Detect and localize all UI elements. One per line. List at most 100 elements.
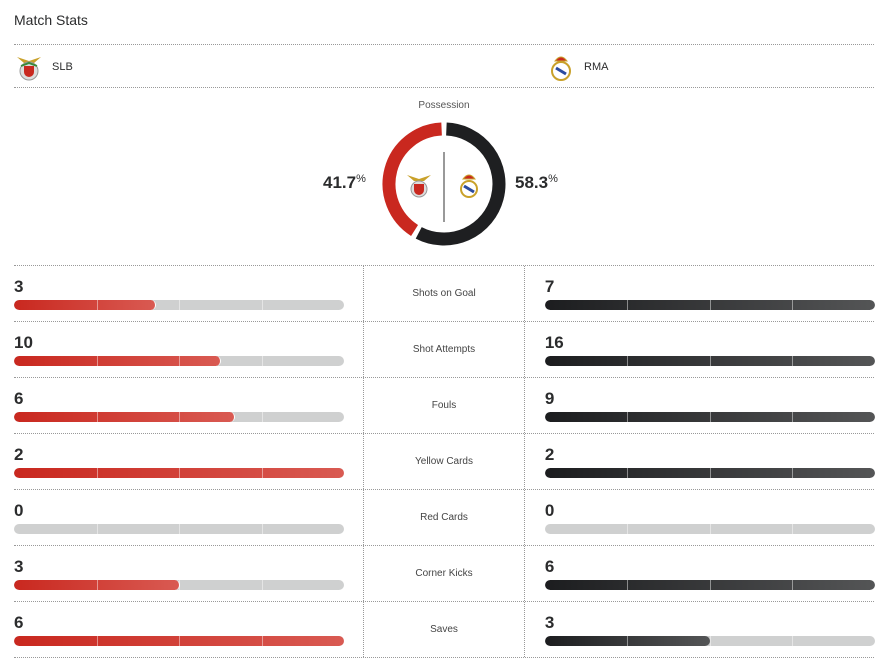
real-madrid-crest-icon [551, 56, 571, 81]
bar-tick [261, 636, 263, 646]
home-possession: 41.7% [323, 173, 366, 193]
stat-label: Shot Attempts [363, 322, 525, 377]
bar-tick [96, 580, 98, 590]
away-stat-bar [544, 412, 875, 422]
bar-tick [179, 300, 180, 310]
pct-unit: % [548, 173, 558, 185]
away-possession-value: 58.3 [515, 173, 549, 192]
stats-table: 3 Shots on Goal 7 10 Shot Attempts 16 6 … [14, 266, 875, 658]
home-stat-fill [14, 636, 344, 646]
home-stat-fill [14, 300, 157, 310]
home-stat: 10 [14, 322, 363, 377]
home-stat-value: 3 [14, 557, 24, 576]
bar-tick [96, 636, 98, 646]
away-stat-bar [544, 300, 875, 310]
home-stat-value: 0 [14, 501, 24, 520]
away-stat: 9 [525, 378, 875, 433]
stat-row: 3 Corner Kicks 6 [14, 546, 875, 602]
bar-tick [792, 412, 794, 422]
away-team-abbr: RMA [584, 61, 609, 73]
bar-tick [261, 468, 263, 478]
stat-row: 6 Fouls 9 [14, 378, 875, 434]
away-stat-bar [544, 636, 875, 646]
bar-tick [709, 412, 711, 422]
away-stat: 16 [525, 322, 875, 377]
home-possession-value: 41.7 [323, 173, 357, 192]
away-stat: 6 [525, 546, 875, 601]
possession-donut [382, 122, 506, 246]
bar-tick [179, 412, 180, 422]
home-stat-fill [14, 356, 222, 366]
away-stat-value: 6 [544, 557, 555, 576]
stat-row: 0 Red Cards 0 [14, 490, 875, 546]
bar-tick [96, 356, 98, 366]
home-stat-bar [14, 580, 344, 590]
real-madrid-crest-icon [460, 174, 478, 198]
home-stat: 6 [14, 602, 363, 657]
stat-label: Shots on Goal [363, 266, 525, 321]
bar-tick [709, 580, 711, 590]
away-stat-value: 7 [544, 277, 555, 296]
away-stat-bar [544, 580, 875, 590]
bar-tick [709, 636, 711, 646]
away-team[interactable]: RMA [548, 52, 608, 82]
home-stat-bar [14, 412, 344, 422]
home-stat-bar [14, 356, 344, 366]
bar-tick [792, 468, 794, 478]
away-possession: 58.3% [515, 173, 558, 193]
bar-tick [96, 412, 98, 422]
home-stat-value: 10 [14, 333, 33, 352]
home-stat: 3 [14, 546, 363, 601]
away-stat-fill [544, 356, 875, 366]
away-stat-bar [544, 524, 875, 534]
home-stat: 6 [14, 378, 363, 433]
stat-label: Saves [363, 602, 525, 657]
stat-label: Red Cards [363, 490, 525, 545]
bar-tick [261, 300, 263, 310]
stat-row: 2 Yellow Cards 2 [14, 434, 875, 490]
benfica-crest-icon [17, 57, 41, 81]
away-stat: 7 [525, 266, 875, 321]
stat-label: Fouls [363, 378, 525, 433]
away-stat: 0 [525, 490, 875, 545]
home-stat: 3 [14, 266, 363, 321]
away-stat-fill [544, 580, 875, 590]
bar-tick [261, 412, 263, 422]
stat-row: 6 Saves 3 [14, 602, 875, 658]
away-stat-fill [544, 468, 875, 478]
away-stat-value: 16 [544, 333, 564, 352]
away-stat-fill [544, 636, 710, 646]
away-stat: 3 [525, 602, 875, 657]
bar-tick [627, 580, 629, 590]
home-stat-bar [14, 300, 344, 310]
page-title: Match Stats [14, 12, 88, 28]
divider [14, 265, 874, 266]
away-stat-fill [544, 300, 875, 310]
bar-tick [792, 580, 794, 590]
bar-tick [709, 524, 711, 534]
away-stat-bar [544, 468, 875, 478]
bar-tick [179, 580, 180, 590]
away-stat-fill [544, 412, 875, 422]
bar-tick [627, 412, 629, 422]
home-stat-bar [14, 636, 344, 646]
divider [14, 87, 874, 88]
bar-tick [179, 636, 180, 646]
home-stat-fill [14, 412, 235, 422]
bar-tick [709, 468, 711, 478]
bar-tick [627, 300, 629, 310]
possession-label: Possession [418, 100, 470, 111]
bar-tick [792, 636, 794, 646]
bar-tick [627, 636, 629, 646]
away-possession-arc [415, 122, 506, 246]
bar-tick [261, 356, 263, 366]
bar-tick [709, 356, 711, 366]
bar-tick [179, 468, 180, 478]
bar-tick [261, 524, 263, 534]
bar-tick [179, 524, 180, 534]
home-stat-bar [14, 524, 344, 534]
home-team[interactable]: SLB [16, 52, 73, 82]
bar-tick [261, 580, 263, 590]
bar-tick [96, 468, 98, 478]
home-stat-fill [14, 468, 344, 478]
